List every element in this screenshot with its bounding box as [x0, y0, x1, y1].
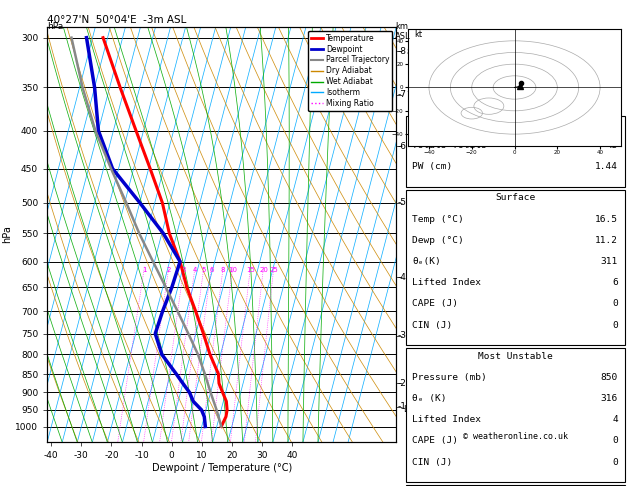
Text: 311: 311 — [601, 257, 618, 266]
Text: Lifted Index: Lifted Index — [412, 278, 481, 287]
Text: 0: 0 — [612, 320, 618, 330]
FancyBboxPatch shape — [406, 117, 625, 187]
Text: 25: 25 — [269, 267, 278, 273]
Text: 45: 45 — [606, 141, 618, 150]
Text: CAPE (J): CAPE (J) — [412, 436, 459, 446]
Text: 4: 4 — [193, 267, 198, 273]
Text: -3: -3 — [398, 331, 406, 340]
Text: Pressure (mb): Pressure (mb) — [412, 373, 487, 382]
FancyBboxPatch shape — [406, 190, 625, 345]
Text: 1: 1 — [142, 267, 147, 273]
Text: 5: 5 — [202, 267, 206, 273]
Text: km
ASL: km ASL — [395, 22, 411, 41]
Text: 40°27'N  50°04'E  -3m ASL: 40°27'N 50°04'E -3m ASL — [47, 15, 187, 25]
FancyBboxPatch shape — [406, 348, 625, 482]
Text: 3: 3 — [182, 267, 186, 273]
Text: CIN (J): CIN (J) — [412, 320, 452, 330]
Text: 8: 8 — [221, 267, 225, 273]
Text: 11: 11 — [606, 120, 618, 129]
Text: kt: kt — [414, 30, 422, 39]
Text: 01.05.2024  12GMT  (Base: 12): 01.05.2024 12GMT (Base: 12) — [430, 29, 600, 39]
Y-axis label: hPa: hPa — [3, 226, 13, 243]
Text: © weatheronline.co.uk: © weatheronline.co.uk — [463, 433, 567, 441]
Text: 20: 20 — [259, 267, 268, 273]
Text: 16.5: 16.5 — [595, 214, 618, 224]
Text: hPa: hPa — [47, 22, 64, 31]
Text: Temp (°C): Temp (°C) — [412, 214, 464, 224]
Text: Surface: Surface — [495, 193, 535, 202]
Legend: Temperature, Dewpoint, Parcel Trajectory, Dry Adiabat, Wet Adiabat, Isotherm, Mi: Temperature, Dewpoint, Parcel Trajectory… — [308, 31, 392, 111]
Text: Lifted Index: Lifted Index — [412, 415, 481, 424]
Text: Dewp (°C): Dewp (°C) — [412, 236, 464, 245]
Text: -1: -1 — [398, 402, 406, 411]
Y-axis label: Mixing Ratio (g/kg): Mixing Ratio (g/kg) — [415, 191, 424, 278]
Text: -4: -4 — [398, 273, 406, 282]
Text: Totals Totals: Totals Totals — [412, 141, 487, 150]
Text: -8: -8 — [398, 47, 406, 56]
Text: CAPE (J): CAPE (J) — [412, 299, 459, 308]
Text: 4: 4 — [612, 415, 618, 424]
Text: θₑ(K): θₑ(K) — [412, 257, 441, 266]
Text: LCL: LCL — [403, 405, 418, 415]
Text: CIN (J): CIN (J) — [412, 458, 452, 467]
X-axis label: Dewpoint / Temperature (°C): Dewpoint / Temperature (°C) — [152, 463, 292, 473]
Text: 0: 0 — [612, 458, 618, 467]
Text: θₑ (K): θₑ (K) — [412, 394, 447, 403]
Text: 1.44: 1.44 — [595, 162, 618, 171]
Text: 2: 2 — [167, 267, 171, 273]
Text: 316: 316 — [601, 394, 618, 403]
Text: K: K — [412, 120, 418, 129]
Text: 850: 850 — [601, 373, 618, 382]
Text: PW (cm): PW (cm) — [412, 162, 452, 171]
Text: 10: 10 — [228, 267, 237, 273]
Text: -6: -6 — [398, 142, 406, 151]
Text: 11.2: 11.2 — [595, 236, 618, 245]
Text: -2: -2 — [398, 379, 406, 388]
Text: 6: 6 — [209, 267, 214, 273]
Text: -5: -5 — [398, 198, 406, 207]
Text: 15: 15 — [246, 267, 255, 273]
Text: 6: 6 — [612, 278, 618, 287]
Text: 0: 0 — [612, 436, 618, 446]
Text: -7: -7 — [398, 90, 406, 99]
Text: 0: 0 — [612, 299, 618, 308]
Text: Most Unstable: Most Unstable — [478, 352, 552, 361]
